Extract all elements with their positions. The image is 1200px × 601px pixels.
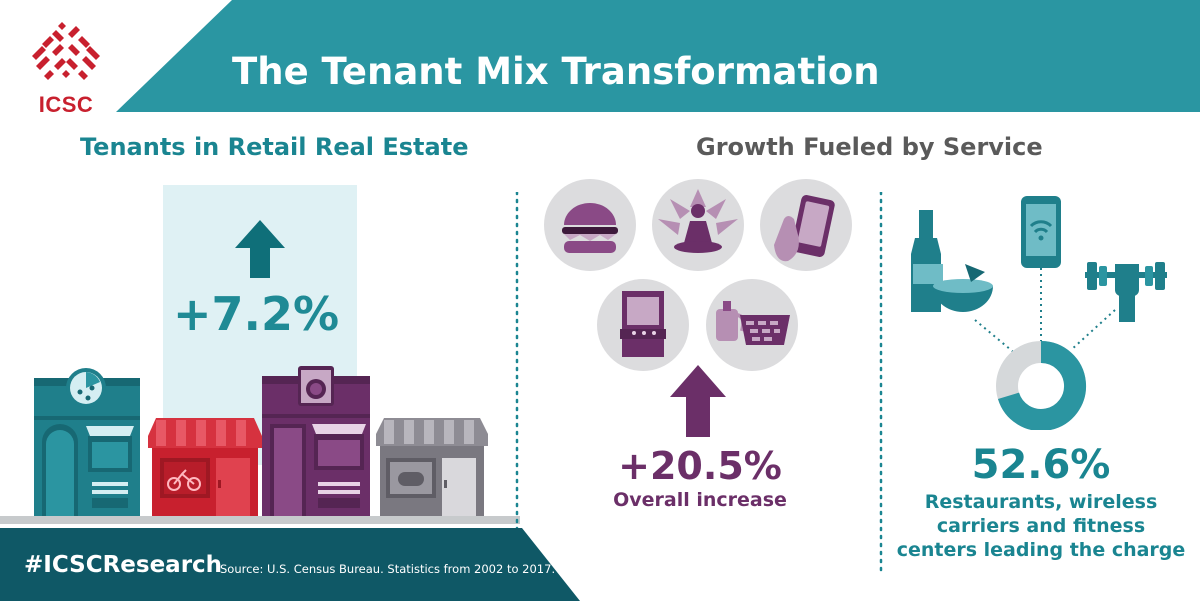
right-section-title: Growth Fueled by Service [696, 133, 1043, 161]
dumbbell-icon [1085, 262, 1167, 322]
overall-increase-stat: +20.5% [618, 444, 782, 488]
leaders-illustration [911, 196, 1167, 430]
brand-name: ICSC [38, 92, 94, 117]
burger-icon [562, 203, 618, 253]
service-icons [544, 179, 852, 437]
beer-and-bowl-icon [911, 210, 993, 312]
leaders-share-stat: 52.6% [971, 442, 1111, 488]
caption-line: Restaurants, wireless [924, 491, 1158, 513]
footer-banner [0, 528, 580, 601]
caption-line: carriers and fitness [936, 515, 1146, 537]
leaders-share-caption: Restaurants, wireless carriers and fitne… [896, 490, 1186, 562]
storefront-illustration [0, 185, 520, 524]
divider-right [879, 192, 883, 572]
tenants-growth-stat: +7.2% [172, 287, 340, 341]
left-section-title: Tenants in Retail Real Estate [80, 133, 469, 161]
overall-increase-caption: Overall increase [613, 489, 787, 511]
arcade-icon [620, 291, 666, 357]
caption-line: centers leading the charge [896, 539, 1186, 561]
tea-and-basket-icon [716, 301, 790, 345]
page-title: The Tenant Mix Transformation [232, 50, 880, 93]
wifi-phone-icon [1021, 196, 1061, 268]
donut-chart-icon [996, 341, 1087, 430]
divider-left [515, 192, 519, 572]
yoga-icon [658, 189, 738, 253]
header-banner [116, 0, 1200, 112]
icsc-logo-icon [32, 22, 100, 80]
hashtag: #ICSCResearch [24, 552, 223, 578]
phone-in-hand-icon [774, 195, 835, 262]
source-note: Source: U.S. Census Bureau. Statistics f… [220, 562, 556, 576]
